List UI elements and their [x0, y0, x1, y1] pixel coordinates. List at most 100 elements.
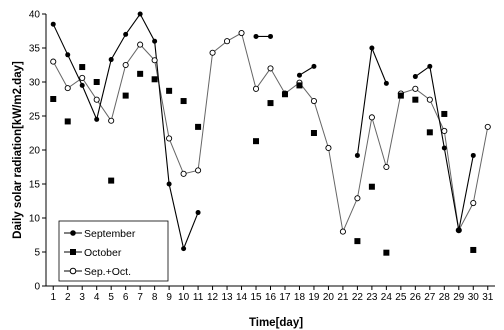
legend-label-sep-oct: Sep.+Oct.: [84, 266, 131, 278]
point-sep-oct: [310, 97, 318, 105]
point-october: [281, 91, 288, 98]
point-october: [122, 92, 129, 99]
series-line-september: [299, 65, 315, 76]
point-sep-oct: [108, 117, 115, 124]
series-line-september: [52, 12, 199, 251]
point-september: [108, 57, 114, 63]
point-sep-oct: [354, 195, 361, 202]
x-tick-label: 31: [482, 292, 494, 303]
x-tick-label: 8: [152, 292, 158, 303]
x-tick-label: 26: [410, 292, 422, 303]
x-tick-label: 12: [207, 292, 219, 303]
x-tick-label: 16: [265, 292, 277, 303]
point-sep-oct: [166, 135, 173, 142]
x-tick-label: 1: [50, 292, 56, 303]
point-sep-oct: [195, 167, 202, 174]
point-october: [108, 177, 115, 184]
point-october: [166, 87, 173, 94]
point-sep-oct: [368, 114, 375, 121]
point-october: [441, 110, 448, 117]
x-tick-label: 19: [308, 292, 320, 303]
legend-label-october: October: [84, 247, 122, 259]
point-sep-oct: [267, 65, 274, 72]
legend-item-september: September: [64, 228, 136, 240]
legend-marker-sep-oct: [69, 267, 77, 275]
point-sep-oct: [339, 228, 346, 235]
point-sep-oct: [209, 49, 216, 56]
x-tick-label: 27: [424, 292, 436, 303]
point-sep-oct: [93, 96, 100, 103]
y-tick-label: 35: [29, 44, 41, 55]
x-axis-title: Time[day]: [249, 317, 303, 329]
point-september: [412, 74, 418, 80]
point-october: [195, 123, 202, 130]
x-tick-label: 9: [166, 292, 172, 303]
point-september: [296, 72, 302, 78]
legend: September October Sep.+Oct.: [58, 220, 169, 282]
point-october: [470, 246, 477, 253]
point-september: [470, 152, 476, 158]
point-september: [427, 63, 433, 69]
point-october: [426, 129, 433, 136]
point-september: [123, 31, 129, 37]
point-october: [397, 92, 404, 99]
point-sep-oct: [238, 29, 245, 37]
point-october: [253, 138, 260, 145]
point-sep-oct: [383, 163, 390, 171]
x-tick-label: 4: [94, 292, 100, 303]
x-tick-label: 6: [123, 292, 129, 303]
point-sep-oct: [470, 199, 477, 207]
point-october: [93, 79, 100, 85]
point-october: [79, 64, 86, 71]
legend-marker-october: [70, 249, 76, 255]
point-sep-oct: [223, 38, 231, 45]
point-october: [64, 118, 71, 125]
legend-item-sep-oct: Sep.+Oct.: [64, 266, 131, 278]
y-tick-label: 15: [29, 180, 41, 191]
point-september: [268, 33, 273, 39]
y-tick-label: 20: [29, 146, 41, 157]
x-tick-label: 7: [137, 292, 143, 303]
point-october: [354, 238, 361, 245]
point-september: [441, 145, 447, 151]
point-september: [152, 38, 158, 44]
point-september: [369, 45, 375, 51]
point-september: [383, 80, 389, 86]
point-september: [94, 116, 100, 122]
y-tick-label: 40: [29, 10, 41, 21]
y-tick-label: 0: [34, 282, 40, 293]
x-tick-label: 14: [236, 292, 248, 303]
x-tick-label: 23: [366, 292, 378, 303]
point-sep-oct: [79, 74, 86, 81]
x-tick-label: 29: [453, 292, 465, 303]
x-tick-label: 28: [439, 292, 451, 303]
x-tick-label: 20: [323, 292, 335, 303]
point-september: [166, 181, 172, 187]
point-sep-oct: [325, 144, 332, 152]
x-tick-label: 15: [250, 292, 262, 303]
point-september: [195, 210, 201, 216]
point-sep-oct: [441, 127, 448, 135]
x-tick-label: 24: [381, 292, 393, 303]
point-september: [181, 246, 187, 252]
point-sep-oct: [180, 170, 187, 177]
point-october: [368, 183, 375, 190]
point-september: [65, 52, 71, 58]
series-lines: [52, 12, 489, 251]
point-october: [383, 249, 390, 256]
point-october: [151, 76, 158, 83]
point-october: [296, 82, 303, 89]
legend-item-october: October: [64, 247, 122, 259]
point-september: [137, 11, 143, 17]
y-tick-label: 30: [29, 78, 41, 89]
point-sep-oct: [137, 41, 144, 48]
x-tick-label: 21: [337, 292, 349, 303]
point-september: [50, 21, 56, 27]
point-september: [354, 152, 360, 158]
y-axis-title: Daily solar radiation[kW/m2.day]: [12, 61, 24, 239]
point-october: [267, 100, 274, 107]
point-sep-oct: [122, 61, 129, 69]
x-tick-label: 2: [65, 292, 71, 303]
